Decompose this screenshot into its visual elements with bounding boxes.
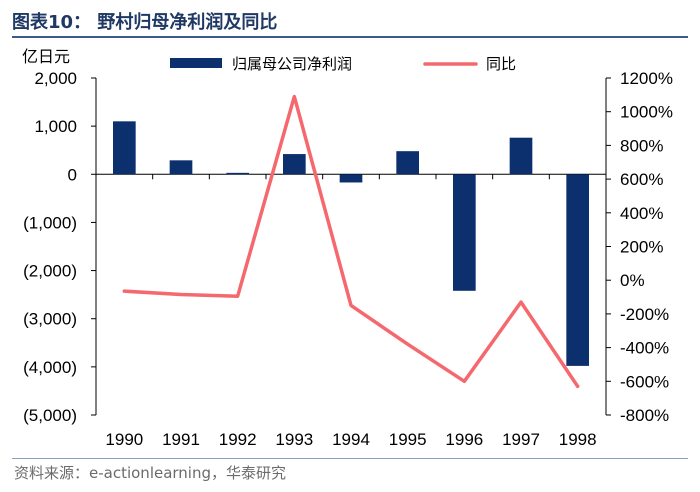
left-tick-label: 0 (68, 165, 77, 184)
legend: 归属母公司净利润 同比 (170, 55, 516, 73)
bars (113, 121, 589, 366)
right-tick-label: -600% (620, 372, 669, 391)
legend-bar-label: 归属母公司净利润 (232, 55, 352, 73)
right-tick-label: -400% (620, 339, 669, 358)
figure-title: 图表10： 野村归母净利润及同比 (12, 12, 278, 33)
bar-1995 (396, 151, 419, 175)
category-label: 1996 (445, 430, 483, 449)
right-tick-label: 1200% (620, 69, 673, 88)
bar-1992 (226, 172, 249, 175)
category-label: 1994 (332, 430, 370, 449)
axes (91, 77, 611, 416)
category-label: 1998 (559, 430, 597, 449)
title-rule (12, 36, 688, 38)
left-tick-label: 2,000 (34, 69, 77, 88)
tick-labels: 2,000 1,000 0 (1,000) (2,000) (3,000) (4,000) (… (22, 47, 673, 449)
right-tick-label: 1000% (620, 103, 673, 122)
yoy-line (122, 94, 580, 389)
left-tick-label: (4,000) (23, 358, 77, 377)
bottom-rule (12, 458, 688, 459)
bar-1996 (453, 174, 476, 291)
bar-1990 (113, 121, 136, 175)
right-tick-label: 0% (620, 271, 645, 290)
left-tick-label: (3,000) (23, 310, 77, 329)
source-note: 资料来源：e-actionlearning，华泰研究 (14, 464, 287, 482)
right-tick-label: -200% (620, 305, 669, 324)
right-tick-label: 200% (620, 238, 663, 257)
category-label: 1991 (162, 430, 200, 449)
left-tick-label: (5,000) (23, 406, 77, 425)
left-tick-label: (2,000) (23, 262, 77, 281)
category-label: 1995 (389, 430, 427, 449)
category-label: 1993 (275, 430, 313, 449)
left-tick-label: 1,000 (34, 117, 77, 136)
category-label: 1992 (219, 430, 257, 449)
bar-1993 (283, 154, 306, 175)
bar-1998 (566, 174, 589, 366)
bar-1991 (169, 160, 193, 175)
legend-line-label: 同比 (486, 55, 516, 73)
left-axis-unit: 亿日元 (22, 47, 70, 66)
right-tick-label: 600% (620, 170, 663, 189)
category-label: 1997 (502, 430, 540, 449)
legend-bar-swatch (170, 58, 222, 68)
category-label: 1990 (105, 430, 143, 449)
right-tick-label: 800% (620, 136, 663, 155)
bar-1994 (339, 174, 363, 183)
left-tick-label: (1,000) (23, 213, 77, 232)
bar-1997 (509, 137, 533, 175)
right-tick-label: 400% (620, 204, 663, 223)
right-tick-label: -800% (620, 406, 669, 425)
